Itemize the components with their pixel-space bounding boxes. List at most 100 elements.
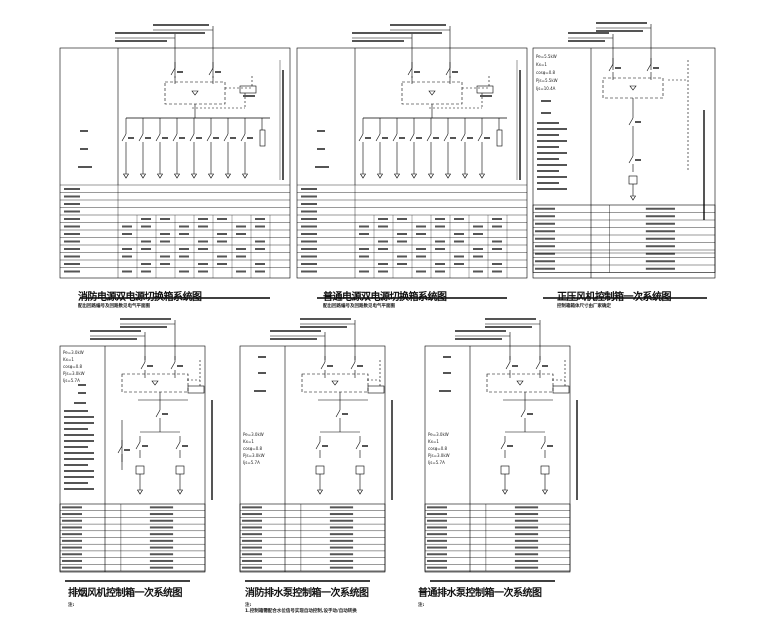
panel-label [443,372,451,374]
rotated-cable-label [282,70,284,180]
breaker-label [547,445,553,447]
ats-switch-box [602,77,664,99]
table-label [301,263,317,265]
load-parameter: Pe=3.0kW [63,350,84,355]
table-label [427,513,447,516]
load-parameter: Kx=1 [63,357,74,362]
load-parameter: Ijs=10.4A [536,86,556,91]
load-parameter: Pjs=3.0kW [63,371,85,376]
table-value [454,218,464,220]
table-label [64,270,80,273]
switch-blade [170,67,176,76]
breaker-label [635,121,641,123]
controller-label [243,95,255,97]
switch-blade [628,117,634,126]
panel-label [78,384,86,386]
table-label [64,225,80,228]
table-value [359,248,369,250]
cable-label [455,330,506,332]
breaker-label [213,137,219,139]
table-value [329,546,354,549]
table-value [149,513,174,516]
table-label [535,207,555,210]
table-value [141,248,151,250]
panel-label [78,166,92,168]
panel-p3: Pe=5.5kW Kx=1 cosφ=0.8 Pjs=5.5kW Ijs=10.4A [532,22,716,299]
table-value [217,255,227,258]
table-value [435,248,445,250]
notes-text [64,440,94,442]
cable-label [115,40,167,42]
switch-blade [320,361,326,370]
load-arrow-icon [629,195,637,201]
load-arrow-icon [393,173,401,179]
table-label [427,559,447,562]
ats-switch-box [486,373,554,393]
panel-label [439,390,451,392]
table-value [198,248,208,250]
ats-controller-box [476,85,494,94]
table-label [427,526,447,529]
table-value [236,255,246,258]
table-value [645,245,675,248]
load-arrow-icon [316,489,324,495]
panel-note-p5: 注: [245,603,252,608]
controller-label [480,95,492,97]
table-label [62,526,82,529]
panel-label [258,372,266,374]
switch-blade [172,133,178,142]
breaker-label [542,365,548,367]
switch-blade [540,441,546,450]
table-value [492,240,502,243]
rotated-cable-label [211,400,213,500]
table-label [427,546,447,549]
table-label [535,230,555,233]
table-value [149,506,174,509]
breaker-label [145,137,151,139]
switch-blade [175,441,181,450]
switch-blade [170,361,176,370]
load-arrow-icon [444,173,452,179]
table-value [255,218,265,220]
switch-blade [392,133,398,142]
table-label [535,237,555,240]
table-value [359,233,369,235]
load-arrow-icon [359,173,367,179]
breaker-label [653,67,659,69]
switch-blade [135,441,141,450]
table-value [149,566,174,569]
cable-label [115,32,171,34]
table-value [149,559,174,562]
table-value [329,526,354,529]
table-label [242,546,262,549]
table-label [64,195,80,198]
breaker-label [179,137,185,139]
table-label [301,210,317,213]
cable-label [390,24,446,26]
ats-switch-box [164,81,226,105]
switch-blade [375,133,381,142]
table-value [378,263,388,265]
table-value [329,533,354,536]
table-value [454,240,464,243]
breaker-label [357,365,363,367]
notes-text [537,176,567,178]
panel-title-p6: 普通排水泵控制箱一次系统图 [418,588,542,599]
table-label [242,539,262,542]
panel-note-p1: 配出回路编号及回路数见电气平面图 [78,304,150,309]
switch-blade [350,361,356,370]
cable-label [352,40,404,42]
load-parameter: Kx=1 [536,62,547,67]
table-value [160,240,170,243]
table-value [514,506,539,509]
table-value [492,263,502,265]
notes-text [537,182,559,184]
ats-symbol-icon [191,90,199,96]
switch-blade [358,133,364,142]
table-label [242,513,262,516]
table-value [473,255,483,258]
switch-blade [335,409,341,418]
table-value [329,539,354,542]
notes-text [537,146,559,148]
panel-note-p3: 控制箱箱体尺寸由厂家确定 [557,304,611,309]
